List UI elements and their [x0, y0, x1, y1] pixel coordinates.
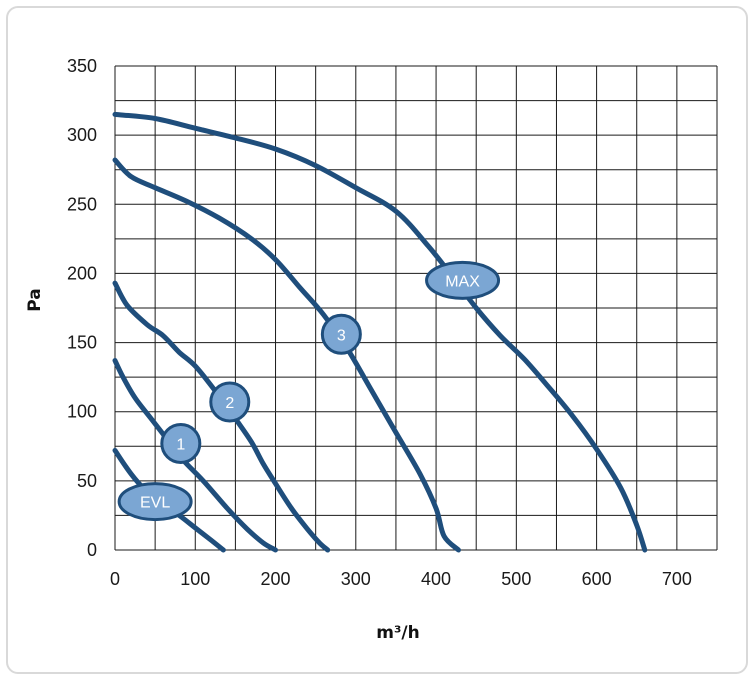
y-tick-label: 100 — [67, 402, 97, 422]
x-tick-label: 100 — [180, 569, 210, 589]
y-axis-label: Pa — [25, 288, 45, 311]
curve-3 — [112, 157, 461, 553]
x-tick-labels: 0 100 200 300 400 500 600 700 — [110, 569, 692, 589]
badge-label-1: 1 — [176, 437, 185, 454]
x-tick-label: 0 — [110, 569, 120, 589]
y-tick-label: 150 — [67, 333, 97, 353]
badge-max — [425, 260, 501, 300]
y-tick-label: 200 — [67, 263, 97, 283]
badge-1 — [160, 423, 202, 465]
series-curves — [112, 111, 648, 553]
y-tick-label: 250 — [67, 194, 97, 214]
badge-3 — [320, 313, 362, 355]
series-badges: EVL 1 2 3 MAX — [117, 260, 501, 522]
y-tick-labels: 0 50 100 150 200 250 300 350 — [67, 56, 97, 560]
x-tick-label: 600 — [582, 569, 612, 589]
badge-label-3: 3 — [337, 327, 346, 344]
x-tick-label: 400 — [421, 569, 451, 589]
badge-2 — [209, 381, 251, 423]
badge-label-evl: EVL — [140, 495, 170, 512]
y-tick-label: 350 — [67, 56, 97, 76]
y-tick-label: 0 — [87, 540, 97, 560]
x-tick-label: 200 — [261, 569, 291, 589]
grid — [114, 65, 718, 551]
x-axis-label: m³/h — [376, 623, 419, 643]
x-tick-label: 500 — [501, 569, 531, 589]
x-tick-label: 300 — [341, 569, 371, 589]
y-tick-label: 50 — [77, 471, 97, 491]
badge-label-2: 2 — [225, 395, 234, 412]
badge-label-max: MAX — [445, 273, 480, 290]
y-tick-label: 300 — [67, 125, 97, 145]
x-tick-label: 700 — [662, 569, 692, 589]
curve-max — [112, 111, 648, 553]
badge-evl — [117, 482, 193, 522]
